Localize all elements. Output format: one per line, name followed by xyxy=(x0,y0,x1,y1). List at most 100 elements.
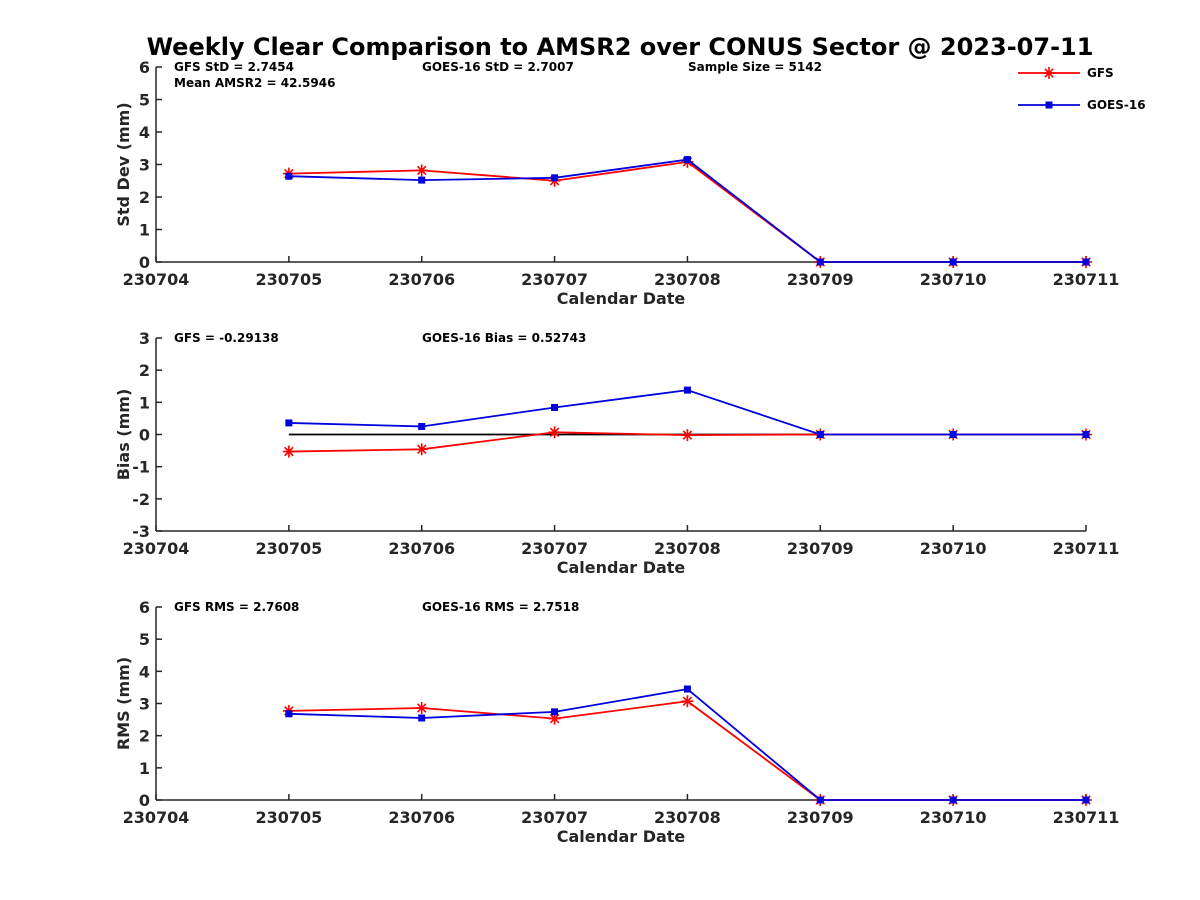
series-line-goes-16 xyxy=(288,158,1086,263)
x-tick-label: 230708 xyxy=(654,270,721,289)
x-axis-label: Calendar Date xyxy=(557,289,686,308)
data-point-goes-16 xyxy=(285,172,293,180)
y-tick-label: 3 xyxy=(139,329,150,348)
data-point-goes-16 xyxy=(816,431,824,438)
x-tick-label: 230709 xyxy=(787,270,854,289)
panel-2: -3 -2 -1 0 1 2 3 230704 230705 230706 230707 230708… xyxy=(114,329,1119,577)
data-point-goes-16 xyxy=(551,708,559,716)
stat-annotation: GFS StD = 2.7454 xyxy=(174,60,294,74)
x-tick-label: 230704 xyxy=(123,270,190,289)
x-tick-label: 230707 xyxy=(521,270,588,289)
data-point-goes-16 xyxy=(285,710,293,718)
x-tick-label: 230711 xyxy=(1053,539,1120,558)
x-tick-label: 230708 xyxy=(654,808,721,827)
data-point-gfs xyxy=(415,164,428,177)
x-tick-label: 230709 xyxy=(787,539,854,558)
data-point-goes-16 xyxy=(949,258,957,266)
stat-annotation: GOES-16 StD = 2.7007 xyxy=(422,60,574,74)
data-point-goes-16 xyxy=(285,419,293,427)
y-axis-label: Bias (mm) xyxy=(114,389,133,481)
x-tick-label: 230707 xyxy=(521,808,588,827)
stat-annotation: Mean AMSR2 = 42.5946 xyxy=(174,76,335,90)
series-line-goes-16 xyxy=(288,389,1086,436)
panel-3: 0 1 2 3 4 5 6 230704 230705 230706 230707 230708 230… xyxy=(114,598,1119,846)
x-tick-label: 230705 xyxy=(255,539,322,558)
x-axis-label: Calendar Date xyxy=(557,558,686,577)
data-point-goes-16 xyxy=(683,156,691,164)
y-tick-label: 0 xyxy=(139,791,150,810)
x-tick-label: 230706 xyxy=(388,539,455,558)
data-point-gfs xyxy=(282,445,295,458)
stat-annotation: GFS RMS = 2.7608 xyxy=(174,600,299,614)
data-point-goes-16 xyxy=(949,796,957,804)
y-tick-label: 1 xyxy=(139,393,150,412)
x-tick-label: 230710 xyxy=(920,539,987,558)
x-tick-label: 230705 xyxy=(255,808,322,827)
data-point-goes-16 xyxy=(418,422,426,430)
y-axis-label: RMS (mm) xyxy=(114,657,133,750)
y-tick-label: 2 xyxy=(139,361,150,380)
x-tick-label: 230710 xyxy=(920,270,987,289)
y-tick-label: 1 xyxy=(139,759,150,778)
y-tick-label: -1 xyxy=(132,458,150,477)
x-tick-label: 230706 xyxy=(388,808,455,827)
y-tick-label: 0 xyxy=(139,253,150,272)
x-tick-label: 230706 xyxy=(388,270,455,289)
data-point-goes-16 xyxy=(551,403,559,411)
data-point-goes-16 xyxy=(949,431,957,438)
data-point-goes-16 xyxy=(683,685,691,693)
x-tick-label: 230708 xyxy=(654,539,721,558)
y-tick-label: 4 xyxy=(139,123,150,142)
series-line-gfs xyxy=(288,160,1086,263)
data-point-gfs xyxy=(548,426,561,439)
data-point-gfs xyxy=(681,695,694,708)
stat-annotation: GOES-16 RMS = 2.7518 xyxy=(422,600,579,614)
x-tick-label: 230704 xyxy=(123,539,190,558)
data-point-goes-16 xyxy=(418,176,426,184)
stat-annotation: Sample Size = 5142 xyxy=(688,60,822,74)
data-point-goes-16 xyxy=(1082,796,1090,804)
x-axis-label: Calendar Date xyxy=(557,827,686,846)
data-point-goes-16 xyxy=(551,174,559,182)
data-point-goes-16 xyxy=(683,386,691,394)
y-tick-label: 4 xyxy=(139,662,150,681)
x-tick-label: 230709 xyxy=(787,808,854,827)
data-point-goes-16 xyxy=(418,714,426,722)
legend-entry-gfs: GFS xyxy=(1018,66,1114,80)
y-tick-label: 1 xyxy=(139,221,150,240)
legend-entry-goes-16: GOES-16 xyxy=(1018,98,1146,112)
y-tick-label: 3 xyxy=(139,156,150,175)
y-tick-label: 0 xyxy=(139,426,150,445)
data-point-goes-16 xyxy=(1082,258,1090,266)
legend-label: GOES-16 xyxy=(1087,98,1146,112)
panel-1: 0 1 2 3 4 5 6 230704 230705 230706 230707 230708 230… xyxy=(114,58,1119,308)
y-tick-label: 2 xyxy=(139,727,150,746)
x-tick-label: 230707 xyxy=(521,539,588,558)
data-point-gfs xyxy=(548,712,561,725)
chart-legend: GFS GOES-16 xyxy=(1018,66,1146,112)
x-tick-label: 230710 xyxy=(920,808,987,827)
x-tick-label: 230704 xyxy=(123,808,190,827)
stat-annotation: GFS = -0.29138 xyxy=(174,331,279,345)
chart-title: Weekly Clear Comparison to AMSR2 over CO… xyxy=(147,33,1094,61)
x-tick-label: 230705 xyxy=(255,270,322,289)
y-tick-label: 3 xyxy=(139,695,150,714)
data-point-gfs xyxy=(415,702,428,715)
y-tick-label: 6 xyxy=(139,58,150,77)
x-tick-label: 230711 xyxy=(1053,808,1120,827)
y-tick-label: 5 xyxy=(139,91,150,110)
data-point-goes-16 xyxy=(816,258,824,266)
y-tick-label: 5 xyxy=(139,630,150,649)
y-axis-label: Std Dev (mm) xyxy=(114,102,133,226)
legend-marker-goes-16 xyxy=(1045,101,1053,109)
y-tick-label: -3 xyxy=(132,522,150,541)
y-tick-label: 6 xyxy=(139,598,150,617)
data-point-gfs xyxy=(681,429,694,442)
legend-marker-gfs xyxy=(1043,67,1055,79)
data-point-goes-16 xyxy=(816,796,824,804)
y-tick-label: 2 xyxy=(139,188,150,207)
stat-annotation: GOES-16 Bias = 0.52743 xyxy=(422,331,586,345)
data-point-goes-16 xyxy=(1082,431,1090,438)
